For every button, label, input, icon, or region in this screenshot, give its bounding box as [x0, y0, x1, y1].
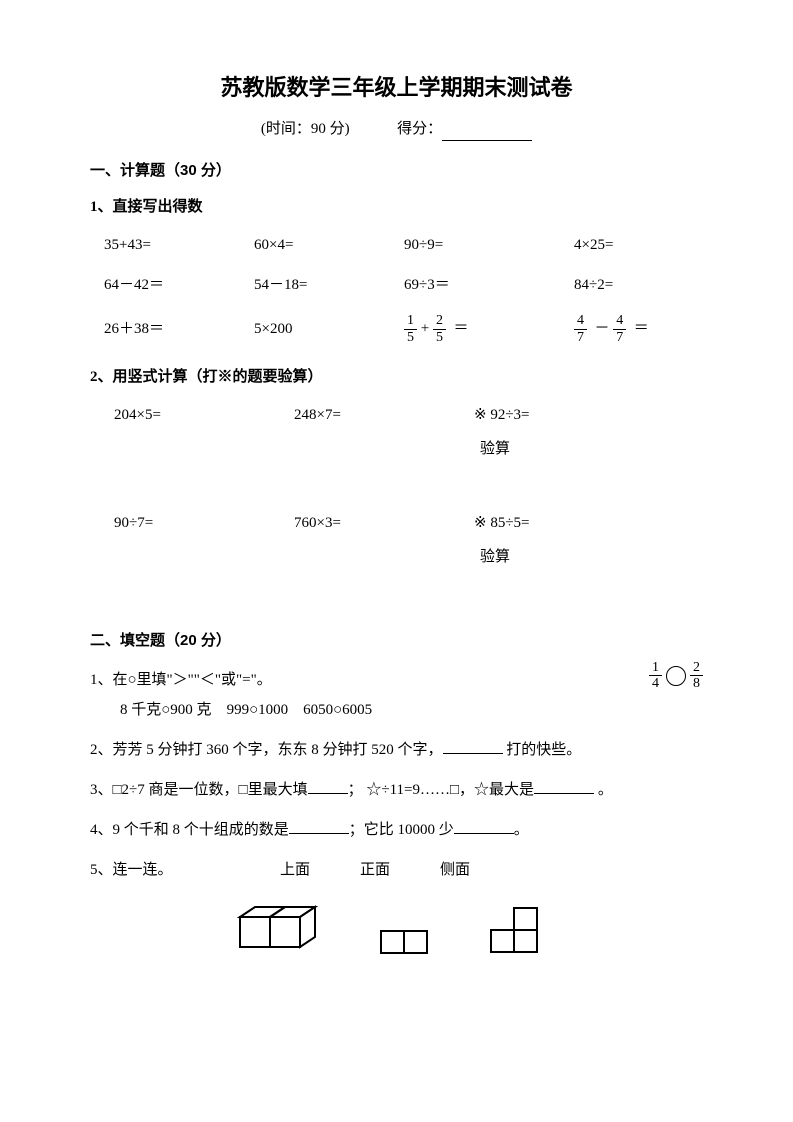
fill-blank[interactable] [534, 779, 594, 794]
section1-header: 一、计算题（30 分） [90, 159, 703, 183]
question-2: 2、芳芳 5 分钟打 360 个字，东东 8 分钟打 520 个字， 打的快些。 [90, 735, 703, 765]
sub2-header: 2、用竖式计算（打※的题要验算） [90, 365, 703, 389]
calc-item: 5×200 [254, 317, 404, 341]
question-4: 4、9 个千和 8 个十组成的数是；它比 10000 少。 [90, 815, 703, 845]
vert-row-1: 204×5= 248×7= ※ 92÷3= [90, 403, 703, 427]
vert-item: 90÷7= [114, 511, 294, 535]
fill-blank[interactable] [443, 739, 503, 754]
calc-row-2: 64－42＝ 54－18= 69÷3＝ 84÷2= [90, 273, 703, 297]
vert-item: ※ 85÷5= [474, 511, 654, 535]
sub1-header: 1、直接写出得数 [90, 195, 703, 219]
vert-item: 204×5= [114, 403, 294, 427]
exam-title: 苏教版数学三年级上学期期末测试卷 [90, 70, 703, 105]
q1-fraction-compare: 14 28 [649, 660, 703, 692]
calc-item: 90÷9= [404, 233, 574, 257]
time-label: (时间：90 分) [261, 121, 350, 137]
calc-item: 64－42＝ [104, 273, 254, 297]
vert-item: 760×3= [294, 511, 474, 535]
calc-item: 69÷3＝ [404, 273, 574, 297]
calc-item: 35+43= [104, 233, 254, 257]
calc-row-1: 35+43= 60×4= 90÷9= 4×25= [90, 233, 703, 257]
fill-blank[interactable] [289, 819, 349, 834]
score-blank[interactable] [442, 140, 532, 141]
calc-item: 4×25= [574, 233, 714, 257]
question-5: 5、连一连。 上面 正面 侧面 [90, 855, 703, 885]
question-3: 3、□2÷7 商是一位数，□里最大填； ☆÷11=9……□，☆最大是 。 [90, 775, 703, 805]
fill-blank[interactable] [454, 819, 514, 834]
q1-line1: 1、在○里填"＞""＜"或"="。 [90, 665, 619, 695]
calc-item-frac: 15 + 25 ＝ [404, 313, 574, 345]
calc-item-frac: 47 － 47 ＝ [574, 313, 714, 345]
calc-row-3: 26＋38＝ 5×200 15 + 25 ＝ 47 － 47 ＝ [90, 313, 703, 345]
q1-line2: 8 千克○900 克 999○1000 6050○6005 [90, 695, 619, 725]
fill-blank[interactable] [308, 779, 348, 794]
vert-item: ※ 92÷3= [474, 403, 654, 427]
score-label: 得分： [397, 121, 442, 137]
calc-item: 54－18= [254, 273, 404, 297]
question-1: 1、在○里填"＞""＜"或"="。 8 千克○900 克 999○1000 60… [90, 665, 703, 725]
compare-circle-icon[interactable] [666, 666, 686, 686]
side-view-icon [490, 907, 540, 955]
shapes-row [90, 895, 703, 955]
vert-row-2: 90÷7= 760×3= ※ 85÷5= [90, 511, 703, 535]
cube-shape-icon [230, 895, 320, 955]
calc-item: 26＋38＝ [104, 317, 254, 341]
section2-header: 二、填空题（20 分） [90, 629, 703, 653]
check-label: 验算 [90, 437, 703, 461]
exam-subtitle: (时间：90 分) 得分： [90, 117, 703, 141]
calc-item: 84÷2= [574, 273, 714, 297]
vert-item: 248×7= [294, 403, 474, 427]
front-view-icon [380, 930, 430, 955]
calc-item: 60×4= [254, 233, 404, 257]
check-label: 验算 [90, 545, 703, 569]
